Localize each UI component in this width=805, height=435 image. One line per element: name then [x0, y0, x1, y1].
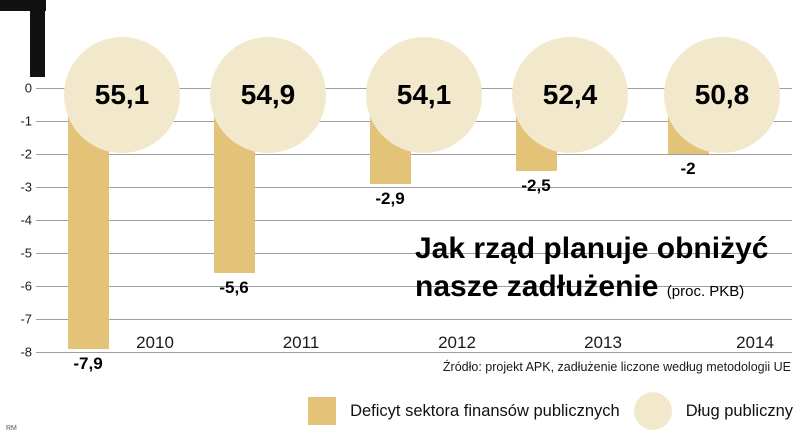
legend-label-circle: Dług publiczny	[685, 401, 793, 420]
debt-circle-2011: 54,9	[210, 37, 326, 153]
legend: Deficyt sektora finansów publicznych Dług…	[308, 392, 793, 430]
year-label-2014: 2014	[736, 333, 774, 352]
year-label-2010: 2010	[136, 333, 174, 352]
deficit-value-label-2013: -2,5	[521, 175, 551, 195]
credit-initials: RM	[6, 425, 17, 432]
gridline--2	[36, 154, 792, 155]
legend-swatch-bar	[308, 397, 337, 425]
deficit-value-label-2014: -2	[680, 159, 696, 178]
debt-circle-2010: 55,1	[64, 37, 180, 153]
chart-title-line1: Jak rząd planuje obniżyć	[415, 232, 769, 265]
legend-swatch-circle	[633, 392, 672, 430]
y-axis-tick--2: -2	[20, 146, 32, 162]
y-axis-tick--7: -7	[20, 311, 32, 327]
gridline--8	[36, 352, 792, 353]
corner-mark-horizontal	[0, 0, 46, 11]
source-note: Źródło: projekt APK, zadłużenie liczone …	[442, 360, 791, 374]
chart-title-line2-text: nasze zadłużenie	[415, 270, 659, 304]
y-axis-tick--3: -3	[20, 179, 32, 195]
y-axis-tick--5: -5	[20, 245, 32, 261]
chart-title: Jak rząd planuje obniżyć nasze zadłużeni…	[415, 230, 768, 307]
y-axis-tick--8: -8	[20, 344, 32, 360]
y-axis-tick--4: -4	[20, 212, 32, 228]
gridline--3	[36, 187, 792, 188]
gridline--6	[36, 286, 792, 287]
deficit-value-label-2011: -5,6	[219, 277, 249, 297]
year-label-2012: 2012	[438, 333, 476, 352]
corner-mark-vertical	[30, 0, 45, 77]
deficit-value-label-2012: -2,9	[375, 188, 405, 208]
y-axis-tick-0: 0	[24, 80, 32, 96]
chart-title-line2: nasze zadłużenie (proc. PKB)	[415, 268, 768, 306]
debt-circle-2014: 50,8	[664, 37, 780, 153]
y-axis-tick--6: -6	[20, 278, 32, 294]
year-label-2013: 2013	[584, 333, 622, 352]
year-label-2011: 2011	[282, 333, 320, 352]
deficit-value-label-2010: -7,9	[73, 353, 103, 373]
gridline--5	[36, 253, 792, 254]
debt-circle-2012: 54,1	[366, 37, 482, 153]
gridline--7	[36, 319, 792, 320]
chart-title-unit-note: (proc. PKB)	[666, 283, 745, 301]
legend-label-bar: Deficyt sektora finansów publicznych	[350, 401, 620, 420]
debt-circle-2013: 52,4	[512, 37, 628, 153]
gridline--4	[36, 220, 792, 221]
y-axis-tick--1: -1	[20, 113, 32, 129]
